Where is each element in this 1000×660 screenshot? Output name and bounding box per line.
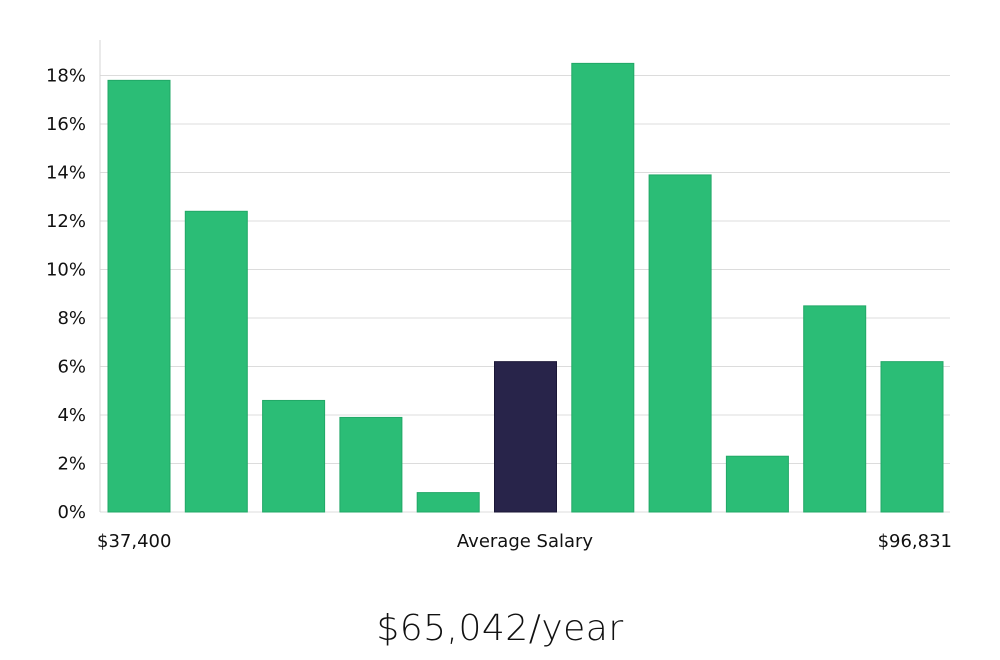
y-tick-label: 14% bbox=[46, 163, 86, 184]
y-tick-label: 16% bbox=[46, 114, 86, 135]
y-tick-label: 10% bbox=[46, 260, 86, 281]
bar bbox=[803, 305, 867, 513]
bar bbox=[571, 62, 635, 513]
bar bbox=[339, 416, 403, 513]
salary-histogram-chart: 0% 2% 4% 6% 8% 10% 12% 14% 16% 18% $37,400 Averag… bbox=[46, 40, 952, 552]
bar bbox=[184, 210, 248, 513]
average-salary-summary: $65,042/year bbox=[376, 608, 624, 649]
y-tick-label: 8% bbox=[57, 308, 86, 329]
bars bbox=[107, 62, 944, 513]
bar bbox=[416, 492, 480, 513]
bar bbox=[648, 174, 712, 513]
bar bbox=[107, 79, 171, 513]
bar bbox=[725, 455, 789, 513]
x-min-label: $37,400 bbox=[97, 531, 171, 552]
y-tick-label: 12% bbox=[46, 211, 86, 232]
x-max-label: $96,831 bbox=[878, 531, 952, 552]
y-axis-ticks: 0% 2% 4% 6% 8% 10% 12% 14% 16% 18% bbox=[46, 66, 86, 524]
bar bbox=[262, 399, 326, 513]
bar bbox=[880, 361, 944, 513]
x-axis-title: Average Salary bbox=[457, 531, 594, 552]
y-tick-label: 2% bbox=[57, 454, 86, 475]
bar-highlighted bbox=[494, 361, 557, 513]
y-tick-label: 0% bbox=[57, 502, 86, 523]
y-tick-label: 18% bbox=[46, 66, 86, 87]
y-tick-label: 6% bbox=[57, 357, 86, 378]
y-tick-label: 4% bbox=[57, 405, 86, 426]
